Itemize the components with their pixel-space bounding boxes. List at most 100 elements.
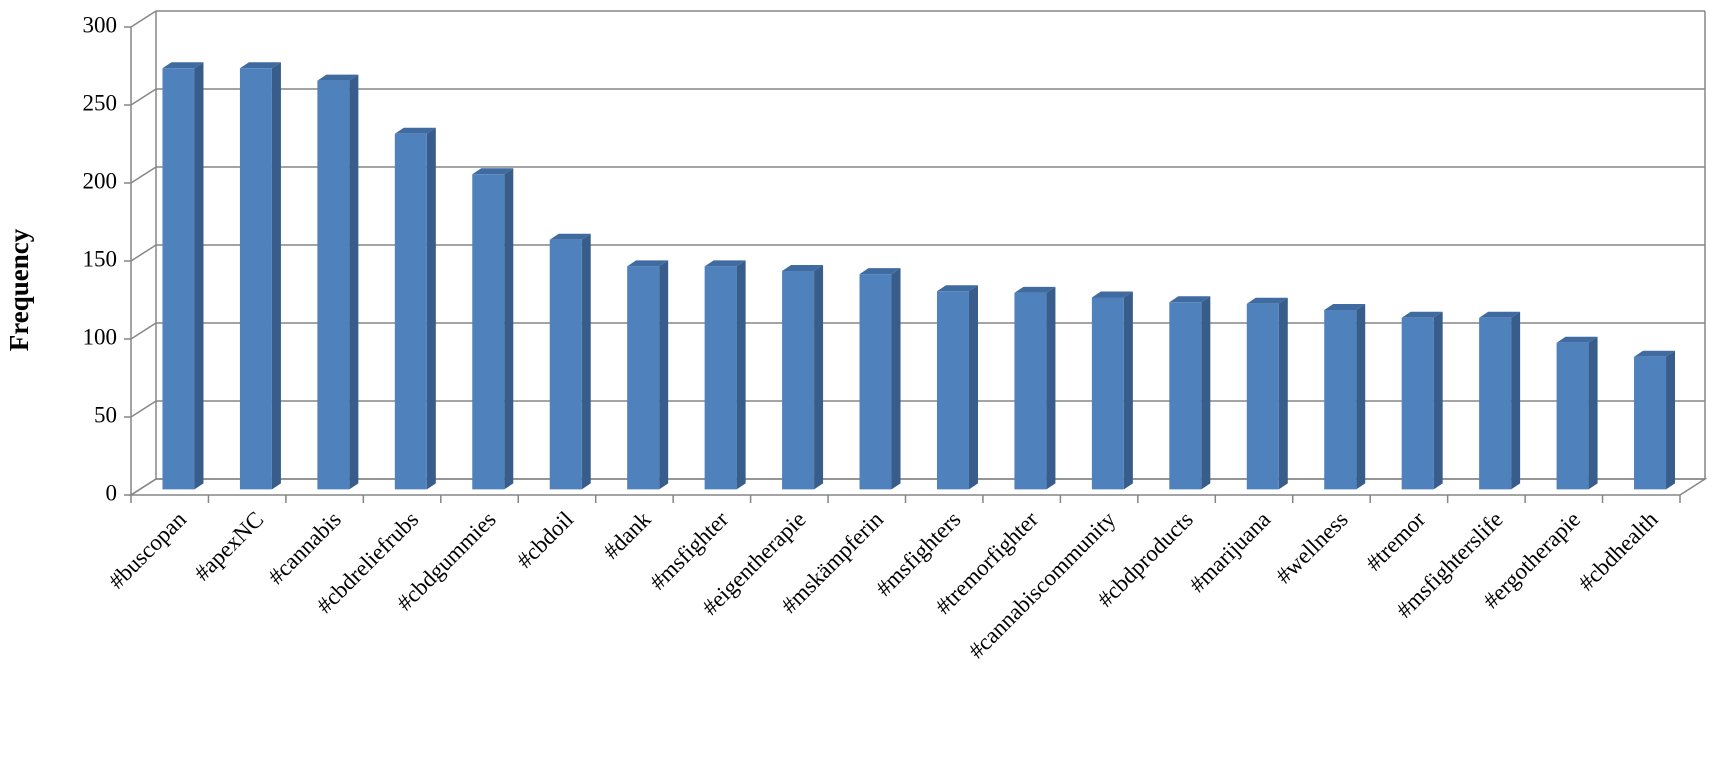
- bar-front: [1479, 317, 1512, 490]
- bar-front: [394, 133, 427, 490]
- grid-line: [130, 400, 157, 418]
- bar: [1479, 311, 1521, 490]
- bar-front: [472, 174, 505, 490]
- bar: [704, 260, 746, 490]
- bar-side: [1588, 336, 1598, 490]
- bar: [1401, 311, 1443, 490]
- bar-top: [472, 168, 514, 175]
- grid-line: [130, 478, 157, 496]
- bar: [1014, 286, 1056, 490]
- bar: [1324, 304, 1366, 490]
- y-tick-label: 0: [106, 480, 118, 505]
- bar-top: [1479, 311, 1521, 318]
- bar-top: [162, 62, 204, 69]
- bar-side: [504, 168, 514, 490]
- bar-front: [162, 68, 195, 490]
- y-tick-label: 100: [83, 324, 118, 349]
- y-tick-label: 200: [83, 168, 118, 193]
- bar-side: [968, 285, 978, 490]
- bar: [1169, 296, 1211, 490]
- bar-side: [1511, 311, 1521, 490]
- bar-front: [239, 68, 272, 490]
- bar-front: [1091, 297, 1124, 490]
- bar-front: [704, 266, 737, 490]
- x-tick-label: #cbdoil: [512, 507, 578, 573]
- bar: [1556, 336, 1598, 490]
- x-tick-label: #dank: [598, 506, 656, 564]
- grid-line: [130, 322, 157, 340]
- bar-top: [627, 260, 669, 267]
- bar-side: [194, 62, 204, 490]
- bar-front: [782, 271, 815, 490]
- bar-top: [239, 62, 281, 69]
- bar: [627, 260, 669, 490]
- bar: [549, 233, 591, 490]
- floor: [128, 478, 1708, 496]
- bar-side: [659, 260, 669, 490]
- x-tick-label: #wellness: [1271, 507, 1353, 589]
- bar-front: [627, 266, 660, 490]
- bar-side: [1046, 286, 1056, 490]
- bar: [1246, 297, 1288, 490]
- bar: [239, 62, 281, 490]
- bar: [394, 127, 436, 490]
- bar-side: [1123, 291, 1133, 490]
- x-tick-label: #cannabis: [263, 507, 346, 590]
- bar-side: [1666, 350, 1676, 490]
- bar-side: [891, 268, 901, 490]
- bar-front: [859, 274, 892, 490]
- bar: [1634, 350, 1676, 490]
- grid-line: [130, 88, 157, 106]
- bar-front: [1324, 310, 1357, 490]
- bar-side: [271, 62, 281, 490]
- x-tick-label: #apexNC: [189, 507, 268, 586]
- bar-top: [936, 285, 978, 292]
- grid-line: [130, 166, 157, 184]
- grid-line: [130, 10, 157, 28]
- bar: [1091, 291, 1133, 490]
- bar-top: [1246, 297, 1288, 304]
- bar-front: [1556, 342, 1589, 490]
- bar-side: [426, 127, 436, 490]
- bar-front: [1401, 317, 1434, 490]
- bar-front: [1634, 356, 1667, 490]
- bar-top: [549, 233, 591, 240]
- bar-top: [782, 265, 824, 271]
- grid-line: [130, 244, 157, 262]
- bar-top: [1169, 296, 1211, 303]
- bar-side: [349, 74, 359, 490]
- bar-top: [1324, 304, 1366, 310]
- y-tick-label: 50: [94, 402, 117, 427]
- y-axis-label: Frequency: [4, 228, 34, 351]
- bar: [859, 268, 901, 490]
- bar-side: [1356, 304, 1366, 490]
- x-tick-label: #cannabiscommunity: [964, 506, 1121, 663]
- bar-side: [814, 265, 824, 490]
- bar-front: [1246, 303, 1279, 490]
- bar-top: [1091, 291, 1133, 298]
- bar-top: [1634, 350, 1676, 357]
- bar-top: [859, 268, 901, 275]
- bar: [936, 285, 978, 490]
- bar-top: [317, 74, 359, 81]
- bar-front: [936, 291, 969, 490]
- x-tick-label: #tremor: [1361, 506, 1430, 575]
- bar-top: [394, 127, 436, 134]
- bar-front: [1014, 292, 1047, 490]
- bar-front: [549, 239, 582, 490]
- y-tick-label: 250: [83, 90, 118, 115]
- bar: [782, 265, 824, 490]
- bar-side: [736, 260, 746, 490]
- bar-top: [704, 260, 746, 267]
- bar: [162, 62, 204, 490]
- bar-top: [1014, 286, 1056, 293]
- y-tick-label: 150: [83, 246, 118, 271]
- x-tick-label: #marijuana: [1184, 507, 1275, 598]
- bar: [317, 74, 359, 490]
- x-tick-label: #buscopan: [104, 506, 192, 594]
- bar-top: [1401, 311, 1443, 318]
- bar-side: [581, 233, 591, 490]
- bar-front: [1169, 302, 1202, 490]
- bar-side: [1433, 311, 1443, 490]
